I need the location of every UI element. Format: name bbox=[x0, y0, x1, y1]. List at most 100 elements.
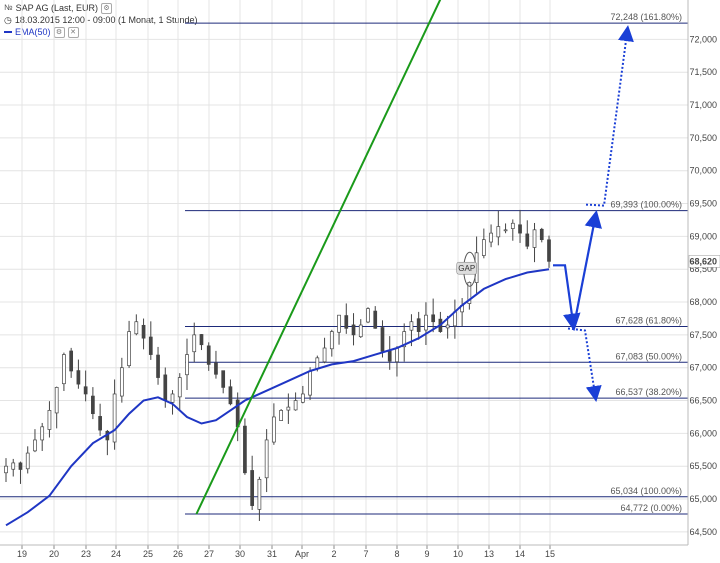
y-tick-label: 68,000 bbox=[689, 297, 717, 307]
candle-body bbox=[69, 350, 74, 372]
candle bbox=[424, 302, 428, 346]
candle bbox=[547, 235, 551, 268]
gap-label: GAP bbox=[458, 264, 475, 273]
candle-body bbox=[315, 357, 320, 370]
candle-body bbox=[141, 324, 146, 339]
candle bbox=[510, 219, 515, 241]
candle-body bbox=[489, 232, 493, 243]
candle-body bbox=[206, 345, 211, 365]
candle bbox=[11, 458, 16, 477]
candle-body bbox=[11, 462, 16, 470]
candle-body bbox=[351, 324, 356, 336]
instrument-label: SAP AG (Last, EUR) bbox=[15, 3, 98, 13]
candle-body bbox=[127, 331, 131, 367]
gear-icon[interactable]: ⚙ bbox=[100, 2, 112, 14]
candle bbox=[33, 429, 37, 453]
candle bbox=[185, 338, 189, 390]
candle-body bbox=[163, 374, 168, 401]
x-tick-label: 13 bbox=[484, 549, 494, 559]
candle-body bbox=[177, 377, 182, 398]
candle-body bbox=[445, 324, 450, 329]
candle-body bbox=[170, 393, 175, 403]
candle bbox=[453, 299, 457, 339]
candle-body bbox=[134, 321, 139, 335]
candle-body bbox=[192, 334, 197, 353]
candle bbox=[91, 387, 95, 420]
candle-body bbox=[431, 314, 436, 323]
candle bbox=[134, 314, 139, 336]
candle-body bbox=[4, 465, 8, 474]
candle bbox=[300, 385, 305, 404]
x-tick-label: 25 bbox=[143, 549, 153, 559]
y-axis: 64,500 65,000 65,500 66,000 66,500 67,000 67,5… bbox=[687, 0, 717, 545]
x-tick-label: 7 bbox=[363, 549, 368, 559]
candle bbox=[416, 311, 421, 340]
fib-level-label: 72,248 (161.80%) bbox=[610, 12, 682, 22]
candle bbox=[373, 306, 378, 329]
fib-level-label: 67,628 (61.80%) bbox=[615, 315, 682, 325]
chart-type-icon[interactable]: № bbox=[4, 3, 13, 12]
x-tick-label: 23 bbox=[81, 549, 91, 559]
candle bbox=[119, 357, 124, 403]
close-icon[interactable]: ✕ bbox=[67, 26, 79, 38]
candle-body bbox=[532, 229, 537, 248]
candle bbox=[83, 370, 88, 402]
candle bbox=[532, 222, 537, 263]
candle-body bbox=[54, 387, 59, 414]
candle-body bbox=[481, 239, 486, 256]
candle-body bbox=[547, 239, 551, 262]
candle-body bbox=[496, 226, 501, 238]
candle bbox=[395, 346, 399, 377]
candle bbox=[214, 350, 218, 379]
legend-period-row: ◷ 18.03.2015 12:00 - 09:00 (1 Monat, 1 S… bbox=[4, 14, 198, 26]
scenario-arrows bbox=[553, 25, 634, 403]
candle bbox=[279, 409, 283, 421]
x-tick-label: 30 bbox=[235, 549, 245, 559]
candle-body bbox=[525, 233, 530, 247]
candle-body bbox=[467, 281, 472, 304]
candle bbox=[76, 359, 81, 389]
y-tick-label: 67,000 bbox=[689, 363, 717, 373]
candle bbox=[98, 403, 102, 436]
candle bbox=[539, 227, 544, 243]
candle bbox=[47, 401, 52, 438]
candle-body bbox=[148, 336, 153, 355]
x-axis: 19 20 23 24 25 26 27 30 31 Apr 2 7 8 9 10 13 14 15 bbox=[0, 544, 688, 559]
candle bbox=[293, 392, 298, 411]
legend-indicator-row: EMA(50) ⚙ ✕ bbox=[4, 26, 198, 38]
candle bbox=[148, 321, 153, 360]
solid-arrow-up bbox=[573, 209, 602, 321]
candle bbox=[351, 313, 356, 346]
y-tick-label: 65,500 bbox=[689, 461, 717, 471]
fib-level-label: 66,537 (38.20%) bbox=[615, 387, 682, 397]
candle bbox=[387, 336, 392, 370]
candle bbox=[243, 418, 247, 475]
candle bbox=[25, 446, 30, 474]
candle bbox=[272, 403, 276, 445]
fib-level-label: 67,083 (50.00%) bbox=[615, 351, 682, 361]
candle bbox=[177, 373, 182, 410]
candle-body bbox=[380, 327, 385, 352]
y-tick-label: 66,500 bbox=[689, 396, 717, 406]
ema-line bbox=[5, 268, 550, 527]
y-tick-label: 65,000 bbox=[689, 494, 717, 504]
candle bbox=[496, 210, 501, 246]
candle-body bbox=[293, 400, 298, 411]
candle-body bbox=[47, 410, 52, 430]
candle bbox=[402, 323, 407, 362]
candle-body bbox=[402, 331, 407, 348]
x-tick-label: 31 bbox=[267, 549, 277, 559]
x-tick-label: 2 bbox=[331, 549, 336, 559]
candle-body bbox=[156, 354, 160, 378]
y-tick-label: 67,500 bbox=[689, 330, 717, 340]
candle-body bbox=[539, 228, 544, 241]
y-tick-label: 70,500 bbox=[689, 133, 717, 143]
candle-body bbox=[344, 315, 349, 329]
candle-body bbox=[33, 439, 37, 452]
x-tick-label: 14 bbox=[515, 549, 525, 559]
candle bbox=[127, 320, 131, 368]
candle bbox=[54, 386, 59, 429]
candle-body bbox=[409, 321, 414, 331]
candle-body bbox=[286, 406, 291, 411]
candle-body bbox=[264, 439, 269, 479]
